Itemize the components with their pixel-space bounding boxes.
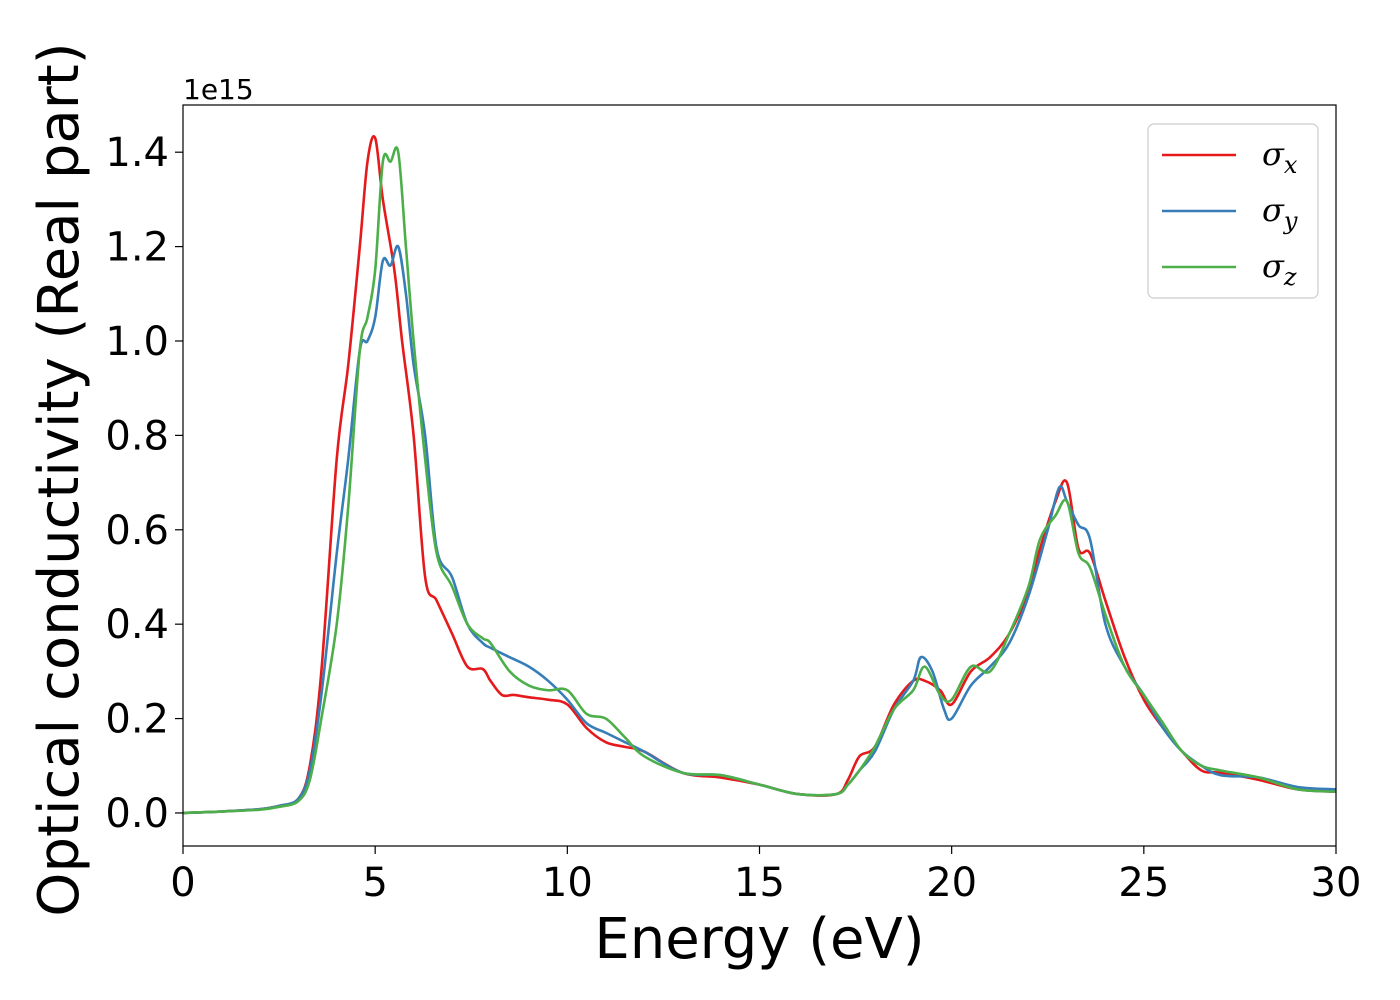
- y-axis: 0.0 0.2 0.4 0.6 0.8 1.0 1.2 1.4: [105, 130, 183, 837]
- y-tick-label: 0.4: [105, 602, 169, 648]
- legend-symbol: σ: [1262, 135, 1285, 173]
- legend-symbol: σ: [1262, 247, 1285, 285]
- x-tick-label: 5: [362, 860, 387, 906]
- y-axis-label: Optical conductivity (Real part): [27, 42, 92, 916]
- y-tick-label: 0.0: [105, 791, 169, 837]
- legend-label-y: σy: [1262, 191, 1298, 235]
- series-layer: [183, 135, 1336, 815]
- y-tick-label: 0.6: [105, 508, 169, 554]
- legend-label-z: σz: [1262, 247, 1297, 291]
- x-tick-label: 30: [1311, 860, 1362, 906]
- y-offset-text: 1e15: [183, 73, 254, 106]
- x-axis: 0 5 10 15 20 25 30: [170, 846, 1361, 906]
- x-axis-label: Energy (eV): [594, 907, 924, 972]
- y-tick-label: 1.0: [105, 319, 169, 365]
- legend-subscript: x: [1284, 151, 1298, 179]
- x-tick-label: 0: [170, 860, 195, 906]
- x-tick-label: 15: [734, 860, 785, 906]
- y-tick-label: 0.8: [105, 413, 169, 459]
- legend-subscript: y: [1283, 207, 1298, 235]
- legend-subscript: z: [1283, 263, 1297, 291]
- legend-label-x: σx: [1262, 135, 1298, 179]
- x-tick-label: 20: [926, 860, 977, 906]
- legend-symbol: σ: [1262, 191, 1285, 229]
- x-tick-label: 10: [542, 860, 593, 906]
- series-line-z: [183, 146, 1336, 815]
- y-tick-label: 0.2: [105, 697, 169, 743]
- y-tick-label: 1.2: [105, 225, 169, 271]
- x-tick-label: 25: [1118, 860, 1169, 906]
- y-tick-label: 1.4: [105, 130, 169, 176]
